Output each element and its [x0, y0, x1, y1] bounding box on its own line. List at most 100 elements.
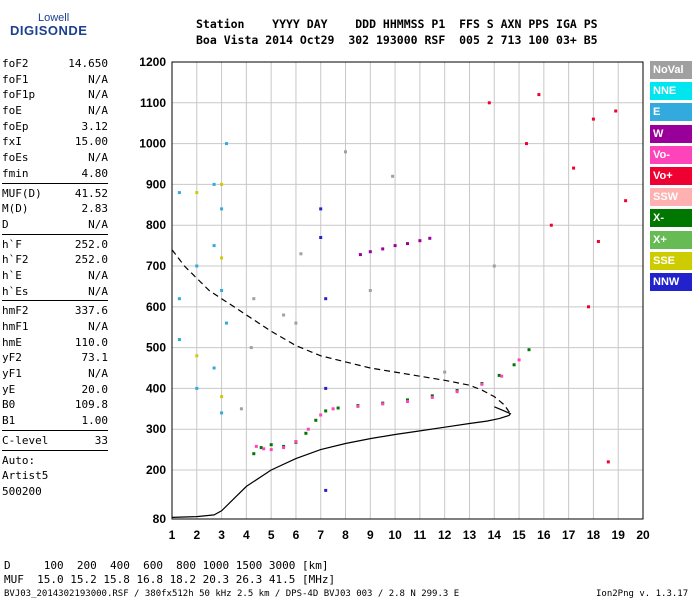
param-label: C-level [2, 433, 49, 447]
param-label: foF2 [2, 57, 29, 70]
echo-point-vo [254, 444, 258, 448]
echo-point-x [406, 398, 409, 402]
echo-point-noval [368, 289, 372, 292]
param-label: h`E [2, 268, 22, 282]
echo-point-w [358, 253, 362, 257]
footer-version: Ion2Png v. 1.3.17 [596, 589, 689, 599]
echo-point-vo [537, 93, 541, 97]
y-tick-label: 800 [146, 218, 166, 232]
param-value: N/A [88, 320, 108, 333]
param-row: hmE 110.0 [2, 335, 108, 351]
legend-item-nnw: NNW [650, 273, 692, 291]
echo-point-vo [381, 402, 385, 406]
echo-point-e [220, 411, 224, 415]
x-tick-label: 18 [587, 528, 601, 542]
echo-point-e [177, 338, 181, 341]
param-value: 33 [94, 433, 108, 447]
echo-point-vo [406, 400, 409, 403]
echo-point-noval [239, 407, 243, 411]
param-row: yE 20.0 [2, 382, 108, 398]
param-label: fxI [2, 135, 22, 149]
param-value: N/A [88, 217, 108, 231]
footer-file-info: BVJ03_2014302193000.RSF / 380fx512h 50 k… [4, 589, 460, 599]
x-tick-label: 6 [293, 528, 300, 542]
echo-point-w [428, 236, 432, 240]
x-tick-label: 3 [218, 528, 225, 542]
echo-point-vo [500, 374, 504, 378]
param-label: h`F [2, 237, 22, 251]
distance-row: D 100 200 400 600 800 1000 1500 3000 [km… [4, 559, 329, 572]
param-value: 252.0 [74, 253, 108, 267]
logo-bottom-text: DIGISONDE [10, 23, 88, 38]
param-value: 41.52 [74, 186, 108, 200]
param-value: 2.83 [81, 202, 109, 216]
param-row: yF2 73.1 [2, 350, 108, 366]
echo-point-x [497, 373, 501, 377]
echo-point-x [259, 446, 263, 450]
echo-point-e [225, 142, 228, 146]
param-row: foEp 3.12 [2, 119, 108, 135]
param-value: N/A [88, 268, 108, 282]
param-value: N/A [88, 367, 108, 381]
echo-point-vo [269, 448, 273, 452]
header-line-2: Boa Vista 2014 Oct29 302 193000 RSF 005 … [196, 33, 598, 47]
x-tick-label: 11 [414, 528, 427, 542]
param-separator [2, 300, 108, 302]
echo-point-noval [294, 321, 298, 325]
echo-point-w [381, 247, 385, 251]
legend-item-noval: NoVal [650, 61, 692, 79]
param-label: yE [2, 382, 16, 396]
y-tick-label: 700 [146, 259, 166, 273]
x-tick-label: 5 [268, 528, 275, 542]
x-tick-label: 10 [388, 528, 402, 542]
echo-point-e [195, 386, 199, 390]
param-row: C-level 33 [2, 433, 108, 449]
param-value: N/A [88, 104, 108, 118]
param-label: yF1 [2, 367, 22, 381]
param-row: MUF(D) 41.52 [2, 186, 108, 202]
param-label: yF2 [2, 351, 22, 365]
legend-item-vo: Vo+ [650, 167, 692, 185]
param-value: N/A [88, 72, 108, 86]
echo-point-sse [195, 191, 199, 195]
x-tick-label: 20 [636, 528, 650, 542]
plot-area [171, 61, 644, 520]
muf-row: MUF 15.0 15.2 15.8 16.8 18.2 20.3 26.3 4… [4, 573, 336, 586]
echo-point-vo [606, 460, 610, 464]
echo-point-e [177, 191, 181, 195]
param-value: 337.6 [74, 304, 108, 318]
param-value: 109.8 [74, 398, 108, 412]
param-row: h`F2 252.0 [2, 252, 108, 268]
echo-point-x [314, 418, 318, 422]
legend-item-vo: Vo- [650, 145, 692, 164]
param-row: hmF1 N/A [2, 319, 108, 335]
param-value: N/A [88, 88, 108, 102]
echo-point-nnw [324, 386, 328, 390]
param-value: 73.1 [81, 351, 109, 365]
echo-point-e [195, 264, 199, 268]
echo-point-vo [262, 447, 266, 451]
echo-point-sse [220, 395, 224, 399]
param-label: M(D) [2, 202, 29, 216]
y-tick-label: 1000 [139, 137, 166, 151]
param-separator [2, 182, 108, 184]
param-row: foF2 14.650 [2, 56, 108, 72]
param-label: Artist5 [2, 469, 49, 483]
param-row: foF1p N/A [2, 87, 108, 103]
param-label: B0 [2, 398, 16, 412]
param-row: Artist5 [2, 468, 108, 484]
param-label: h`F2 [2, 253, 29, 267]
echo-point-vo [614, 109, 618, 113]
echo-point-vo [455, 390, 459, 394]
echo-point-x [324, 409, 328, 413]
echo-point-noval [443, 370, 447, 374]
x-tick-label: 17 [562, 528, 576, 542]
legend-item-sse: SSE [650, 251, 692, 270]
plot-frame [171, 61, 644, 520]
echo-point-noval [282, 313, 286, 317]
param-value: N/A [88, 284, 108, 298]
y-tick-label: 400 [146, 381, 166, 395]
echo-point-vo [517, 358, 521, 362]
param-row: fxI 15.00 [2, 134, 108, 150]
param-value: 20.0 [81, 382, 109, 396]
